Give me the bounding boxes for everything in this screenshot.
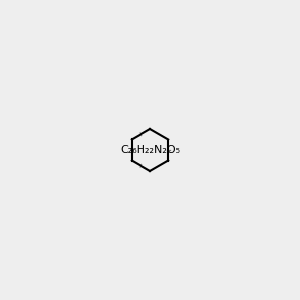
Text: C₂₆H₂₂N₂O₅: C₂₆H₂₂N₂O₅	[120, 145, 180, 155]
